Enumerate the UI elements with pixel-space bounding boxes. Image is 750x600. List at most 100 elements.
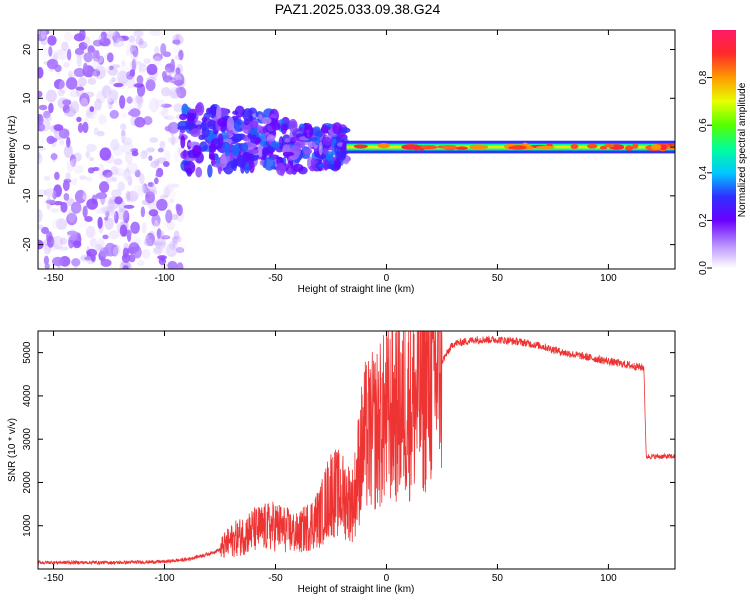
heatmap-cell bbox=[213, 163, 224, 168]
heatmap-cell bbox=[230, 144, 240, 156]
heatmap-cell bbox=[85, 151, 91, 159]
heatmap-cell bbox=[128, 242, 140, 253]
carrier-band-peak bbox=[469, 144, 489, 150]
heatmap-cell bbox=[172, 183, 179, 188]
heatmap-cell bbox=[125, 96, 134, 104]
heatmap-cell bbox=[138, 38, 144, 46]
heatmap-cell bbox=[123, 168, 131, 180]
heatmap-cell bbox=[131, 58, 137, 72]
heatmap-cell bbox=[144, 183, 157, 195]
heatmap-cell bbox=[150, 160, 160, 169]
heatmap-cell bbox=[303, 124, 314, 139]
heatmap-cell bbox=[134, 116, 146, 128]
heatmap-cell bbox=[40, 138, 45, 144]
heatmap-cell bbox=[76, 116, 82, 123]
heatmap-cell bbox=[52, 235, 64, 250]
heatmap-cell bbox=[97, 238, 105, 252]
heatmap-cell bbox=[106, 93, 117, 105]
heatmap-cell bbox=[163, 186, 171, 198]
colorbar-bar bbox=[712, 30, 736, 268]
heatmap-cell bbox=[263, 156, 276, 171]
heatmap-cell bbox=[143, 237, 153, 247]
heatmap-cell bbox=[96, 90, 107, 104]
heatmap-cell bbox=[63, 31, 73, 42]
spectrogram-frame bbox=[37, 29, 676, 270]
heatmap-cell bbox=[158, 109, 169, 117]
heatmap-cell bbox=[119, 164, 126, 174]
heatmap-cell bbox=[165, 209, 173, 224]
heatmap-cell bbox=[173, 183, 179, 195]
heatmap-cell bbox=[87, 167, 95, 174]
heatmap-cell bbox=[160, 103, 172, 108]
heatmap-cell bbox=[151, 214, 161, 227]
heatmap-cell bbox=[146, 147, 155, 153]
heatmap-cell bbox=[46, 115, 53, 122]
heatmap-cell bbox=[111, 189, 122, 198]
heatmap-cell bbox=[73, 164, 84, 174]
heatmap-cell bbox=[108, 89, 119, 101]
heatmap-cell bbox=[149, 30, 162, 37]
heatmap-cell bbox=[129, 60, 138, 71]
spectrogram-y-axis-label: Frequency (Hz) bbox=[7, 116, 18, 185]
heatmap-cell bbox=[58, 128, 70, 139]
heatmap-cell bbox=[38, 66, 44, 79]
x-tick-label: 0 bbox=[384, 273, 390, 284]
heatmap-cell bbox=[38, 113, 44, 126]
carrier-band-peak bbox=[603, 143, 615, 148]
colorbar-tick-label: 0.4 bbox=[698, 165, 709, 179]
heatmap-cell bbox=[43, 110, 51, 119]
y-tick-label: 5000 bbox=[22, 341, 33, 364]
heatmap-cell bbox=[195, 166, 203, 178]
heatmap-cell bbox=[120, 35, 129, 41]
heatmap-cell bbox=[73, 152, 82, 162]
heatmap-cell bbox=[66, 136, 71, 148]
heatmap-cell bbox=[241, 142, 249, 153]
heatmap-cell bbox=[66, 48, 72, 61]
x-tick-label: -150 bbox=[44, 273, 64, 284]
heatmap-cell bbox=[322, 136, 333, 146]
heatmap-cell bbox=[290, 136, 299, 142]
heatmap-cell bbox=[169, 86, 182, 98]
heatmap-cell bbox=[172, 39, 181, 45]
heatmap-cell bbox=[114, 196, 123, 205]
heatmap-cell bbox=[157, 147, 164, 153]
y-tick-label: 20 bbox=[22, 44, 33, 56]
heatmap-cell bbox=[161, 182, 171, 191]
heatmap-cell bbox=[314, 163, 321, 169]
heatmap-cell bbox=[156, 198, 168, 211]
heatmap-cell bbox=[143, 116, 153, 126]
heatmap-cell bbox=[89, 238, 98, 248]
heatmap-cell bbox=[143, 150, 151, 155]
colorbar-tick-label: 0.2 bbox=[698, 213, 709, 227]
snr-y-axis-label: SNR (10 * v/v) bbox=[7, 418, 18, 482]
carrier-band-peak bbox=[587, 143, 598, 149]
heatmap-cell bbox=[199, 141, 208, 152]
heatmap-cell bbox=[63, 178, 72, 183]
heatmap-cell bbox=[186, 108, 198, 113]
heatmap-cell bbox=[39, 56, 48, 65]
carrier-band-peak bbox=[659, 144, 667, 151]
heatmap-cell bbox=[248, 120, 259, 129]
heatmap-cell bbox=[94, 65, 106, 80]
heatmap-cell bbox=[121, 112, 128, 119]
heatmap-cell bbox=[127, 134, 136, 148]
heatmap-cell bbox=[97, 216, 103, 229]
heatmap-cell bbox=[63, 109, 76, 117]
x-tick-label: 100 bbox=[600, 573, 617, 584]
heatmap-cell bbox=[125, 151, 133, 164]
heatmap-cell bbox=[160, 43, 167, 56]
heatmap-cell bbox=[59, 237, 68, 245]
heatmap-cell bbox=[104, 65, 110, 73]
carrier-band-peak bbox=[650, 144, 662, 150]
heatmap-cell bbox=[278, 136, 284, 150]
heatmap-cell bbox=[52, 191, 57, 200]
heatmap-cell bbox=[161, 241, 173, 256]
y-tick-label: -10 bbox=[22, 188, 33, 203]
colorbar-tick-label: 0.6 bbox=[698, 118, 709, 132]
heatmap-cell bbox=[309, 137, 318, 142]
heatmap-cell bbox=[209, 143, 217, 154]
heatmap-cell bbox=[43, 175, 51, 181]
heatmap-cell bbox=[276, 162, 286, 176]
heatmap-cell bbox=[173, 230, 180, 240]
chart-title: PAZ1.2025.033.09.38.G24 bbox=[274, 1, 441, 17]
